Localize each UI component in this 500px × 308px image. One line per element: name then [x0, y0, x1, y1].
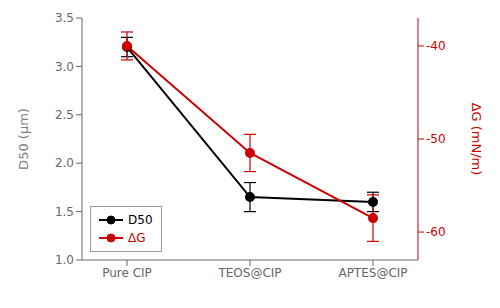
svg-text:TEOS@CIP: TEOS@CIP [217, 266, 281, 280]
svg-text:Pure CIP: Pure CIP [102, 266, 152, 280]
svg-text:1.5: 1.5 [55, 205, 74, 219]
html-text:ΔG: ΔG [128, 231, 146, 245]
svg-text:-40: -40 [426, 39, 446, 53]
svg-text:3.0: 3.0 [55, 60, 74, 74]
svg-text:APTES@CIP: APTES@CIP [338, 266, 407, 280]
svg-text:3.5: 3.5 [55, 11, 74, 25]
svg-text:D50 (μm): D50 (μm) [16, 108, 31, 170]
svg-text:ΔG (mN/m): ΔG (mN/m) [469, 103, 484, 176]
svg-text:2.5: 2.5 [55, 108, 74, 122]
svg-text:2.0: 2.0 [55, 156, 74, 170]
svg-text:-60: -60 [426, 225, 446, 239]
html-text:D50: D50 [128, 213, 153, 227]
svg-text:-50: -50 [426, 132, 446, 146]
svg-text:1.0: 1.0 [55, 253, 74, 267]
